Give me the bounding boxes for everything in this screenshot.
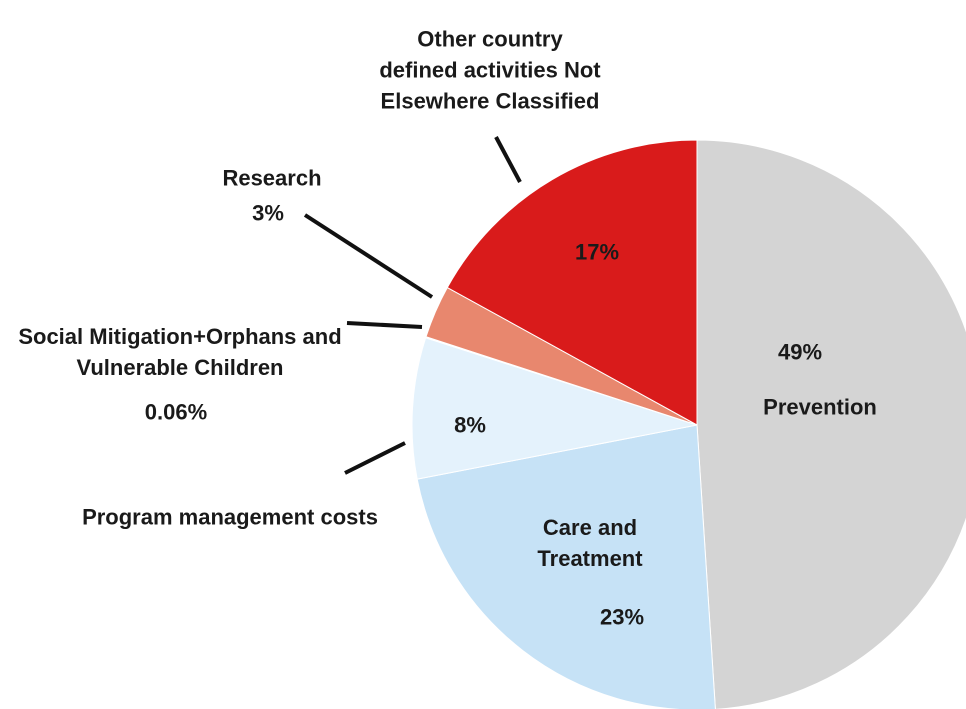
slice-value-label: 23% — [599, 604, 645, 630]
leader-line — [494, 136, 522, 183]
slice-category-label: Prevention — [763, 394, 877, 420]
leader-lines — [303, 136, 522, 475]
pie-slice — [411, 337, 698, 480]
slice-category-label: Social Mitigation+Orphans and Vulnerable… — [18, 324, 342, 380]
leader-line — [346, 321, 423, 329]
slice-category-label: Care and Treatment — [537, 515, 643, 571]
pie-slice — [696, 139, 966, 709]
pie-slice — [446, 139, 698, 426]
slice-value-label: 8% — [454, 412, 486, 438]
slice-value-label: 0.06% — [144, 399, 208, 425]
slice-value-label: 49% — [777, 339, 823, 365]
slice-category-label: Research — [222, 165, 322, 191]
slice-category-label: Other country defined activities Not Els… — [379, 26, 601, 114]
slice-value-label: 17% — [574, 239, 620, 265]
slice-category-label: Program management costs — [82, 504, 378, 530]
leader-line — [303, 213, 434, 299]
slice-value-label: 3% — [252, 200, 284, 226]
pie-slice — [416, 424, 716, 709]
leader-line — [344, 441, 406, 475]
